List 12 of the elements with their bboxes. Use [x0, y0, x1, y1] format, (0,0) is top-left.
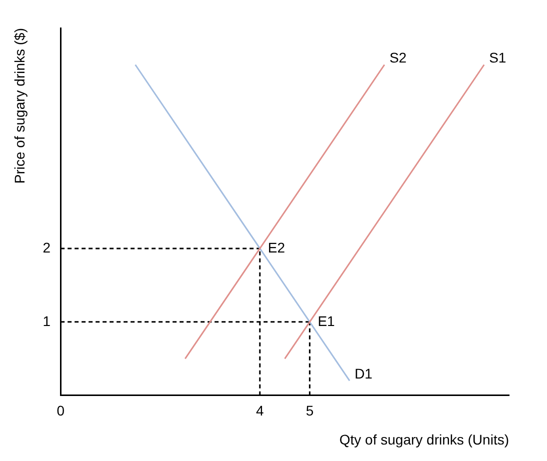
series-label: S1 [489, 50, 506, 66]
series-label: D1 [354, 366, 373, 382]
x-tick-label: 4 [256, 402, 264, 419]
x-axis-title: Qty of sugary drinks (Units) [339, 431, 509, 448]
y-tick-label: 1 [42, 312, 51, 329]
series-label: S2 [389, 50, 407, 66]
y-axis-title: Price of sugary drinks ($) [11, 28, 28, 184]
x-tick-label: 5 [306, 402, 314, 419]
annotation: E2 [268, 239, 286, 256]
x-tick-label: 0 [56, 402, 65, 419]
y-tick-label: 2 [42, 239, 51, 256]
annotation: E1 [318, 312, 336, 329]
